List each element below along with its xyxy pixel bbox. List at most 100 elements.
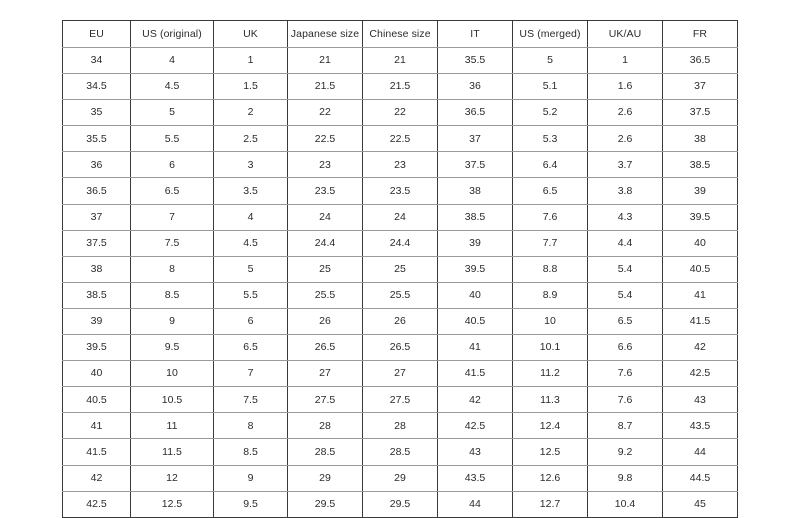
cell-uk-au: 9.8 — [587, 464, 663, 492]
cell-chinese-size: 22.5 — [362, 125, 438, 153]
cell-us-original: 9.5 — [130, 334, 214, 362]
cell-chinese-size: 29.5 — [362, 490, 438, 518]
cell-eu: 39 — [62, 307, 131, 336]
cell-us-original: 8.5 — [130, 281, 214, 309]
cell-us-merged: 11.3 — [512, 386, 588, 414]
cell-eu: 35.5 — [62, 125, 131, 153]
cell-japanese-size: 21 — [287, 46, 363, 75]
cell-eu: 42 — [62, 464, 131, 492]
cell-japanese-size: 24.4 — [287, 229, 363, 257]
cell-us-merged: 12.6 — [512, 464, 588, 492]
cell-chinese-size: 28 — [362, 412, 438, 440]
cell-us-original: 12 — [130, 464, 214, 492]
table-row: 34.5 4.5 1.5 21.5 21.5 36 5.1 1.6 37 — [62, 73, 738, 101]
column-header-fr: FR — [662, 20, 738, 48]
cell-uk-au: 6.5 — [587, 307, 663, 336]
column-header-uk-au: UK/AU — [587, 20, 663, 48]
cell-us-merged: 6.4 — [512, 151, 588, 179]
cell-uk: 5 — [213, 255, 288, 283]
cell-chinese-size: 28.5 — [362, 438, 438, 466]
cell-uk: 1.5 — [213, 73, 288, 101]
cell-eu: 36 — [62, 151, 131, 179]
cell-fr: 37.5 — [662, 99, 738, 127]
cell-us-original: 10 — [130, 360, 214, 388]
cell-japanese-size: 29 — [287, 464, 363, 492]
cell-japanese-size: 22 — [287, 99, 363, 127]
cell-chinese-size: 26.5 — [362, 334, 438, 362]
cell-chinese-size: 27.5 — [362, 386, 438, 414]
cell-it: 39 — [437, 229, 513, 257]
cell-us-original: 6.5 — [130, 177, 214, 205]
cell-it: 38 — [437, 177, 513, 205]
cell-japanese-size: 29.5 — [287, 490, 363, 518]
cell-us-original: 9 — [130, 307, 214, 336]
cell-japanese-size: 27 — [287, 360, 363, 388]
cell-eu: 40.5 — [62, 386, 131, 414]
cell-us-original: 7.5 — [130, 229, 214, 257]
table-row: 37 7 4 24 24 38.5 7.6 4.3 39.5 — [62, 203, 738, 231]
table-header: EU US (original) UK Japanese size Chines… — [62, 20, 738, 48]
cell-uk: 3 — [213, 151, 288, 179]
cell-us-merged: 6.5 — [512, 177, 588, 205]
table-row: 38 8 5 25 25 39.5 8.8 5.4 40.5 — [62, 255, 738, 283]
cell-uk: 4.5 — [213, 229, 288, 257]
cell-it: 40.5 — [437, 307, 513, 336]
cell-uk: 7 — [213, 360, 288, 388]
table-row: 40.5 10.5 7.5 27.5 27.5 42 11.3 7.6 43 — [62, 386, 738, 414]
cell-eu: 36.5 — [62, 177, 131, 205]
cell-uk-au: 3.7 — [587, 151, 663, 179]
cell-uk: 8.5 — [213, 438, 288, 466]
cell-uk: 2 — [213, 99, 288, 127]
cell-uk: 9.5 — [213, 490, 288, 518]
cell-chinese-size: 27 — [362, 360, 438, 388]
cell-us-merged: 8.9 — [512, 281, 588, 309]
column-header-japanese-size: Japanese size — [287, 20, 363, 48]
cell-chinese-size: 21 — [362, 46, 438, 75]
cell-uk-au: 2.6 — [587, 125, 663, 153]
cell-uk-au: 7.6 — [587, 386, 663, 414]
cell-it: 40 — [437, 281, 513, 309]
cell-us-merged: 5 — [512, 46, 588, 75]
column-header-us-original: US (original) — [130, 20, 214, 48]
cell-us-original: 8 — [130, 255, 214, 283]
cell-us-merged: 12.5 — [512, 438, 588, 466]
cell-eu: 34.5 — [62, 73, 131, 101]
table-row: 35 5 2 22 22 36.5 5.2 2.6 37.5 — [62, 99, 738, 127]
table-row: 37.5 7.5 4.5 24.4 24.4 39 7.7 4.4 40 — [62, 229, 738, 257]
cell-uk: 5.5 — [213, 281, 288, 309]
cell-chinese-size: 25 — [362, 255, 438, 283]
cell-us-original: 11 — [130, 412, 214, 440]
cell-japanese-size: 22.5 — [287, 125, 363, 153]
cell-it: 42 — [437, 386, 513, 414]
cell-us-merged: 12.4 — [512, 412, 588, 440]
cell-eu: 34 — [62, 46, 131, 75]
column-header-uk: UK — [213, 20, 288, 48]
table-row: 42 12 9 29 29 43.5 12.6 9.8 44.5 — [62, 464, 738, 492]
cell-japanese-size: 28 — [287, 412, 363, 440]
cell-uk-au: 2.6 — [587, 99, 663, 127]
cell-us-merged: 8.8 — [512, 255, 588, 283]
table-row: 36 6 3 23 23 37.5 6.4 3.7 38.5 — [62, 151, 738, 179]
shoe-size-conversion-table: EU US (original) UK Japanese size Chines… — [62, 20, 738, 518]
table-row: 39 9 6 26 26 40.5 10 6.5 41.5 — [62, 307, 738, 336]
cell-uk-au: 10.4 — [587, 490, 663, 518]
table-row: 38.5 8.5 5.5 25.5 25.5 40 8.9 5.4 41 — [62, 281, 738, 309]
cell-it: 39.5 — [437, 255, 513, 283]
cell-it: 44 — [437, 490, 513, 518]
column-header-chinese-size: Chinese size — [362, 20, 438, 48]
cell-uk-au: 9.2 — [587, 438, 663, 466]
cell-fr: 41.5 — [662, 307, 738, 336]
page-root: EU US (original) UK Japanese size Chines… — [62, 20, 738, 518]
cell-it: 35.5 — [437, 46, 513, 75]
cell-us-merged: 11.2 — [512, 360, 588, 388]
cell-us-original: 5 — [130, 99, 214, 127]
cell-fr: 43.5 — [662, 412, 738, 440]
cell-chinese-size: 21.5 — [362, 73, 438, 101]
cell-it: 38.5 — [437, 203, 513, 231]
table-row: 41 11 8 28 28 42.5 12.4 8.7 43.5 — [62, 412, 738, 440]
cell-us-original: 5.5 — [130, 125, 214, 153]
cell-japanese-size: 23 — [287, 151, 363, 179]
cell-chinese-size: 24.4 — [362, 229, 438, 257]
cell-eu: 37 — [62, 203, 131, 231]
cell-eu: 41 — [62, 412, 131, 440]
